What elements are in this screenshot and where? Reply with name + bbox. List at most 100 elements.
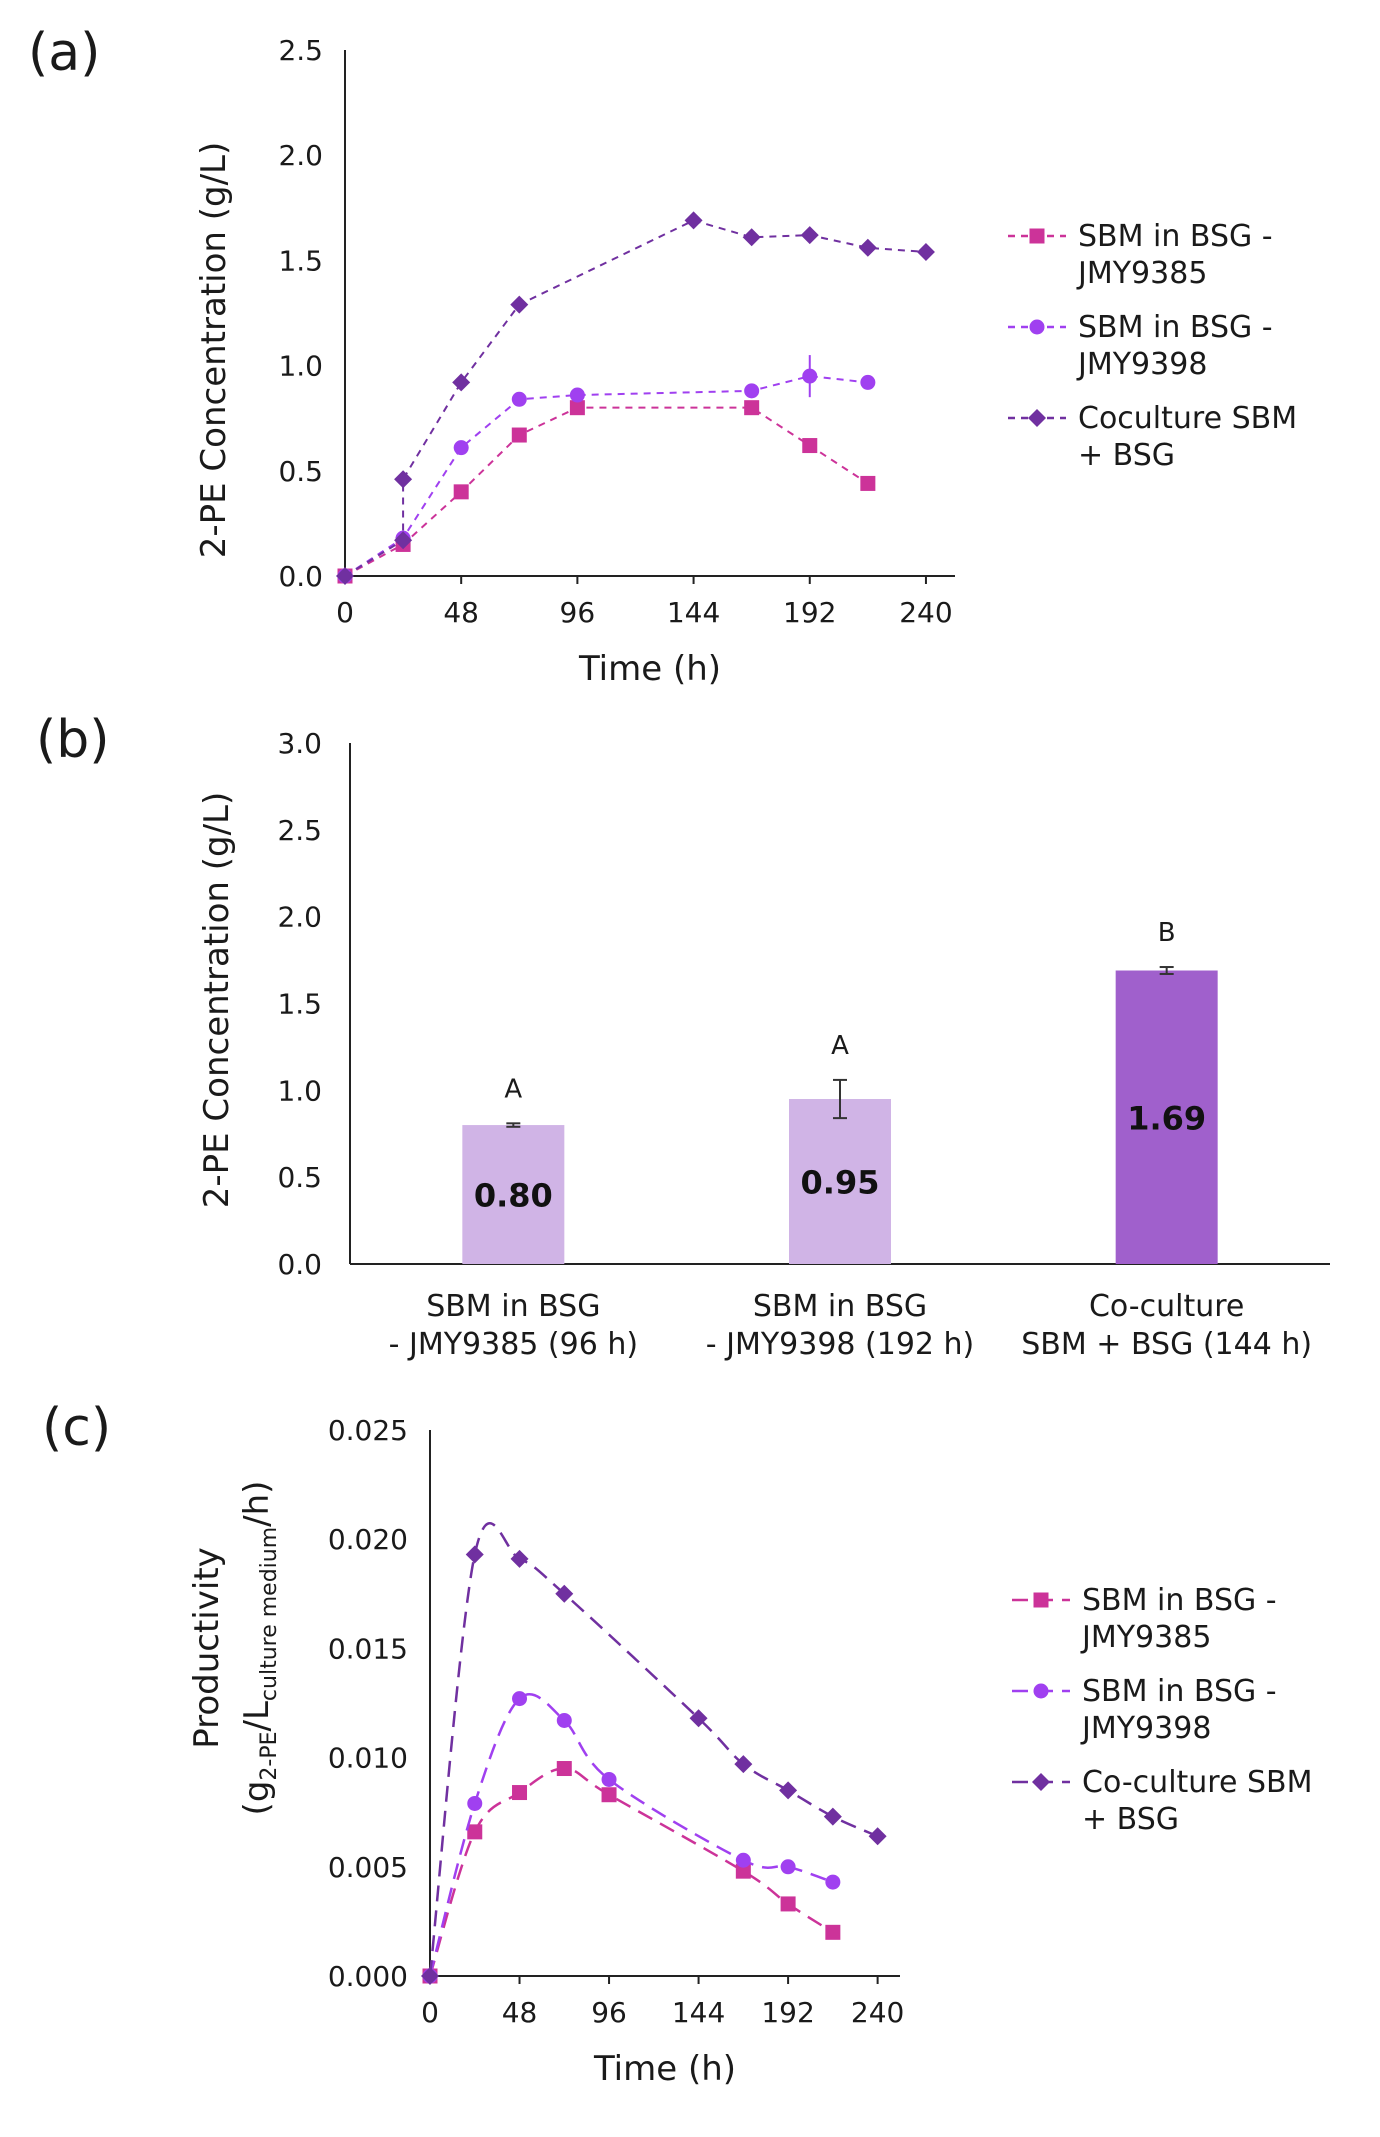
panel-b: (b) 0.0 0.5 1.0 1.5 2.0 2.5 3.0 A 0.80 SBM in BSG… (36, 710, 1330, 1362)
series-1-point (601, 1771, 617, 1787)
series-2-point (394, 470, 413, 489)
bar-1-value-label: 0.95 (801, 1164, 880, 1202)
series-0-point (802, 438, 818, 454)
series-1-point (735, 1852, 751, 1868)
x-tick-label: 48 (502, 1996, 538, 2029)
series-2-point (452, 373, 471, 392)
y-tick-label: 0.010 (328, 1742, 408, 1775)
series-2-point (689, 1709, 708, 1728)
panel-a-label: (a) (28, 23, 100, 83)
bar-1 (789, 1099, 891, 1264)
series-0-point (569, 400, 585, 416)
y-tick-label: 2.5 (278, 34, 323, 67)
y-tick-label: 0.005 (328, 1851, 408, 1884)
legend-1-marker (1033, 1683, 1049, 1699)
bar-2-category-label: Co-culture (1089, 1289, 1244, 1324)
y-tick-label: 0.020 (328, 1523, 408, 1556)
series-2-point (555, 1584, 574, 1603)
x-tick-label: 48 (443, 596, 479, 629)
panel-c: (c) 0 48 96 144 192 240 0.000 0.005 0.010 0.015 0.… (42, 1398, 1312, 2089)
legend-0-marker (1033, 1592, 1049, 1608)
x-tick-label: 144 (667, 596, 720, 629)
series-0-point (825, 1924, 841, 1940)
panel-b-label: (b) (36, 710, 110, 770)
series-0-point (512, 1785, 528, 1801)
series-0-point (556, 1761, 572, 1777)
series-1-point (744, 383, 760, 399)
bar-2-significance-label: B (1158, 918, 1176, 948)
y-tick-label: 2.5 (277, 814, 322, 847)
panel-c-plot: 0 48 96 144 192 240 0.000 0.005 0.010 0.015 0.020 0… (328, 1414, 905, 2029)
y-tick-label: 0.0 (278, 560, 323, 593)
legend-2-label: Coculture SBM (1078, 401, 1297, 436)
series-2-point (734, 1755, 753, 1774)
y-tick-label: 1.5 (277, 988, 322, 1021)
series-0-point (780, 1896, 796, 1912)
panel-b-y-axis-label: 2-PE Concentration (g/L) (197, 792, 237, 1209)
panel-a-x-axis-label: Time (h) (578, 649, 721, 689)
legend-0-label: JMY9385 (1080, 1620, 1211, 1655)
series-1-point (512, 1691, 528, 1707)
y-tick-label: 2.0 (278, 139, 323, 172)
series-2-point (742, 228, 761, 247)
y-tick-label: 0.025 (328, 1414, 408, 1447)
series-1-point (569, 387, 585, 403)
series-1-point (860, 374, 876, 390)
series-0-point (467, 1824, 483, 1840)
series-2-point (779, 1781, 798, 1800)
legend-0-label: JMY9385 (1076, 256, 1207, 291)
series-2-point (684, 211, 703, 230)
y-tick-label: 1.0 (277, 1074, 322, 1107)
series-2-line (344, 219, 927, 577)
series-2-point (421, 1967, 439, 1985)
bar-2-value-label: 1.69 (1127, 1099, 1206, 1137)
legend-1-label: JMY9398 (1076, 347, 1207, 382)
legend-0-label: SBM in BSG - (1078, 219, 1273, 254)
y-tick-label: 0.5 (277, 1161, 322, 1194)
y-tick-label: 0.5 (278, 455, 323, 488)
series-1-point (467, 1795, 483, 1811)
x-tick-label: 240 (851, 1996, 904, 2029)
x-tick-label: 0 (421, 1996, 439, 2029)
legend-2-marker (1028, 409, 1046, 427)
panel-b-plot: 0.0 0.5 1.0 1.5 2.0 2.5 3.0 A 0.80 SBM in BSG- JM… (277, 727, 1330, 1362)
series-0-point (601, 1787, 617, 1803)
panel-c-x-axis-label: Time (h) (593, 2049, 736, 2089)
y-tick-label: 0.000 (328, 1960, 408, 1993)
series-0-point (453, 484, 469, 500)
series-1-point (453, 440, 469, 456)
bar-1-category-label: - JMY9398 (192 h) (706, 1327, 975, 1362)
series-2-point (868, 1827, 887, 1846)
series-1-line (428, 1693, 834, 1977)
series-0-point (735, 1863, 751, 1879)
bar-0-value-label: 0.80 (474, 1177, 553, 1215)
y-tick-label: 0.015 (328, 1632, 408, 1665)
panel-a-y-axis-label: 2-PE Concentration (g/L) (194, 142, 234, 559)
panel-c-y-axis-label-line1: Productivity (187, 1547, 227, 1749)
series-2-point (336, 567, 354, 585)
series-1-point (825, 1874, 841, 1890)
legend-1-label: SBM in BSG - (1082, 1674, 1277, 1709)
legend-0-label: SBM in BSG - (1082, 1583, 1277, 1618)
series-1-point (511, 391, 527, 407)
bar-2-category-label: SBM + BSG (144 h) (1021, 1327, 1312, 1362)
series-2-point (510, 1549, 529, 1568)
legend-1-label: SBM in BSG - (1078, 310, 1273, 345)
x-tick-label: 144 (672, 1996, 725, 2029)
y-tick-label: 3.0 (277, 727, 322, 760)
bar-0-significance-label: A (504, 1074, 522, 1104)
series-2-point (823, 1807, 842, 1826)
bar-1-category-label: SBM in BSG (753, 1289, 927, 1324)
panel-a: (a) 0 48 96 144 192 240 0.0 0.5 1.0 1.5 2.0 2.5 Tim… (28, 23, 1297, 689)
x-tick-label: 240 (899, 596, 952, 629)
legend-2-label: + BSG (1078, 438, 1175, 473)
y-tick-label: 2.0 (277, 901, 322, 934)
bar-0 (462, 1125, 565, 1264)
series-0-point (860, 475, 876, 491)
series-2-point (465, 1545, 484, 1564)
bar-2 (1115, 970, 1218, 1264)
x-tick-label: 0 (336, 596, 354, 629)
y-tick-label: 0.0 (277, 1248, 322, 1281)
